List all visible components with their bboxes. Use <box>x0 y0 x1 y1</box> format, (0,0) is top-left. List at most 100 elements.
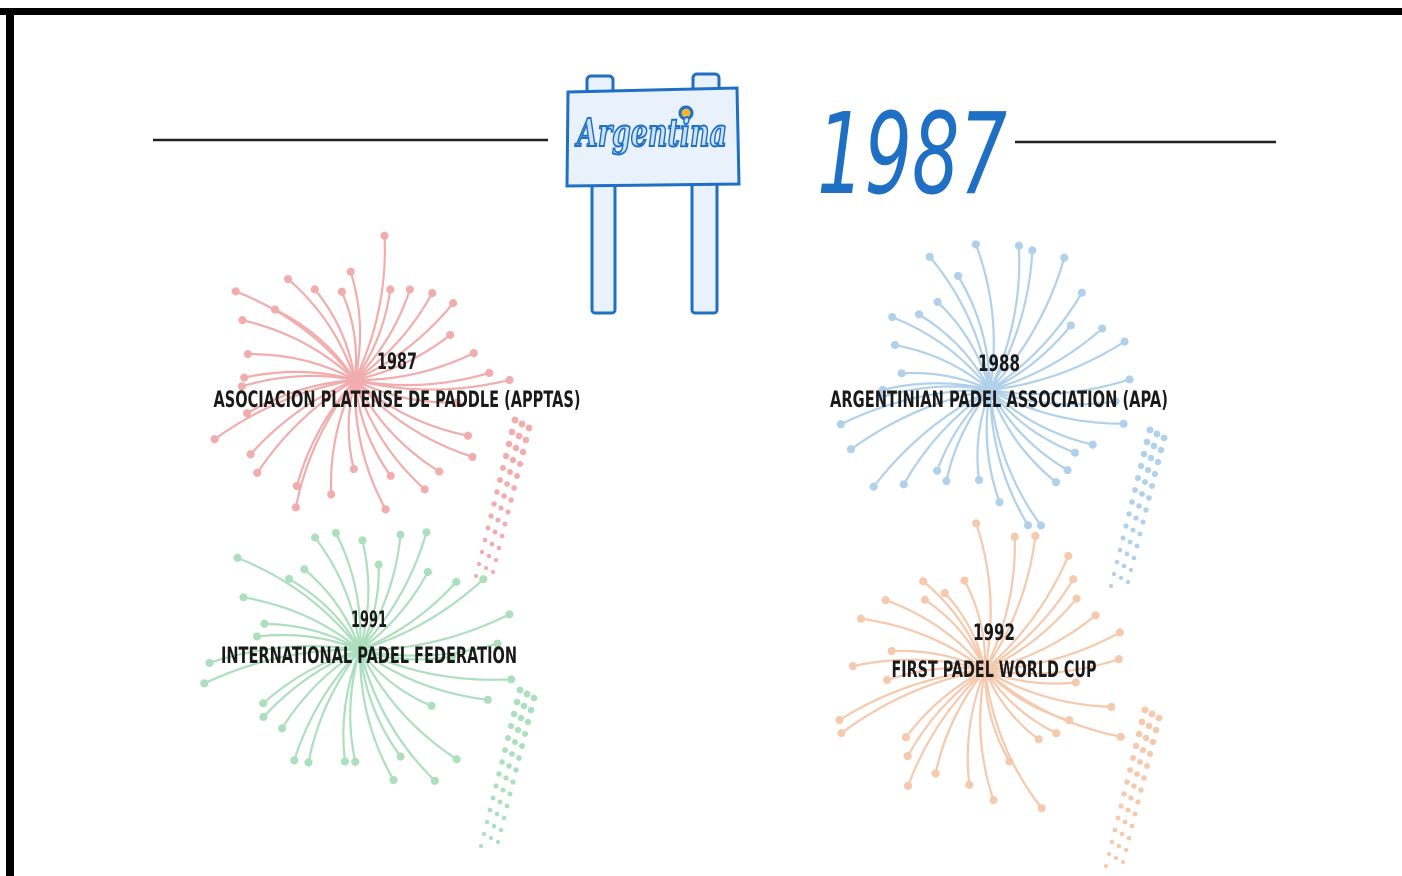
trail <box>1104 864 1108 868</box>
trail <box>513 445 519 451</box>
trail <box>501 493 507 499</box>
spark <box>922 597 928 603</box>
trail <box>1139 719 1146 726</box>
trail <box>521 703 528 710</box>
trail <box>499 759 505 765</box>
trail <box>1126 580 1130 584</box>
trail <box>491 796 496 801</box>
spark <box>884 677 890 683</box>
post <box>692 180 717 313</box>
trail <box>1133 743 1139 749</box>
trail <box>1130 824 1135 829</box>
spark <box>905 753 911 759</box>
trail <box>491 501 496 506</box>
spark <box>450 300 456 306</box>
trail <box>502 521 507 526</box>
trail <box>1127 767 1133 773</box>
spark <box>248 451 254 457</box>
spark <box>508 676 514 682</box>
spark <box>312 286 318 292</box>
trail <box>1145 467 1151 473</box>
sign-text: Argentina <box>575 110 727 155</box>
spark <box>207 660 213 666</box>
trail <box>1146 495 1152 501</box>
spark <box>955 273 961 279</box>
trail <box>1127 836 1132 841</box>
left-border <box>6 8 14 876</box>
trail <box>1125 552 1130 557</box>
trail <box>1129 568 1133 572</box>
spark <box>387 286 393 292</box>
trail <box>497 546 502 551</box>
trail <box>516 755 522 761</box>
trail <box>492 824 496 828</box>
spark <box>454 756 460 762</box>
page: {"sign": {"text": "Argentina", "color": … <box>0 0 1402 876</box>
trail <box>477 562 481 566</box>
trail <box>1135 544 1140 549</box>
trail <box>1149 483 1155 489</box>
trail <box>1139 491 1145 497</box>
item-label: INTERNATIONAL PADEL FEDERATION <box>221 644 517 669</box>
trail <box>498 505 503 510</box>
trail <box>1151 443 1158 450</box>
trail <box>480 550 485 555</box>
trail <box>474 574 478 578</box>
trail <box>524 691 531 698</box>
trail <box>1141 451 1148 458</box>
trail <box>514 473 520 479</box>
spark <box>398 754 404 760</box>
trail <box>1142 707 1149 714</box>
trail <box>490 542 495 547</box>
spark <box>397 532 403 538</box>
spark <box>933 770 939 776</box>
trail <box>1134 771 1140 777</box>
spark <box>279 725 285 731</box>
trail <box>1143 735 1149 741</box>
spark <box>991 797 997 803</box>
spark <box>1016 243 1022 249</box>
trail <box>1123 523 1128 528</box>
spark <box>390 777 396 783</box>
spark <box>883 597 889 603</box>
spark <box>485 697 491 703</box>
trail <box>1138 463 1144 469</box>
trail <box>1152 471 1158 477</box>
trail <box>1119 576 1123 580</box>
spark <box>201 680 207 686</box>
trail <box>508 723 514 729</box>
trail <box>503 775 508 780</box>
spark <box>432 778 438 784</box>
trail <box>518 715 524 721</box>
trail <box>1150 739 1156 745</box>
trail <box>1133 515 1138 520</box>
item-label: ASOCIACION PLATENSE DE PADDLE (APPTAS) <box>214 388 581 413</box>
spark <box>342 759 348 765</box>
trail <box>516 433 523 440</box>
spark <box>973 520 979 526</box>
spark <box>1072 450 1078 456</box>
spark <box>848 446 854 452</box>
spark <box>261 621 267 627</box>
trail <box>495 517 500 522</box>
spark <box>1006 758 1012 764</box>
spark <box>245 351 251 357</box>
trail <box>1114 856 1118 860</box>
spark <box>942 590 948 596</box>
spark <box>352 759 358 765</box>
trail <box>506 763 512 769</box>
trail <box>517 461 523 467</box>
trail <box>1140 519 1145 524</box>
spark <box>422 486 428 492</box>
spark <box>935 299 941 305</box>
trail <box>506 441 513 448</box>
spark <box>1070 576 1076 582</box>
trail <box>503 453 509 459</box>
trail <box>1132 811 1137 816</box>
trail <box>507 791 512 796</box>
trail <box>491 570 495 574</box>
trail <box>1142 479 1148 485</box>
trail <box>1141 775 1147 781</box>
spark <box>838 421 844 427</box>
spark <box>260 714 266 720</box>
